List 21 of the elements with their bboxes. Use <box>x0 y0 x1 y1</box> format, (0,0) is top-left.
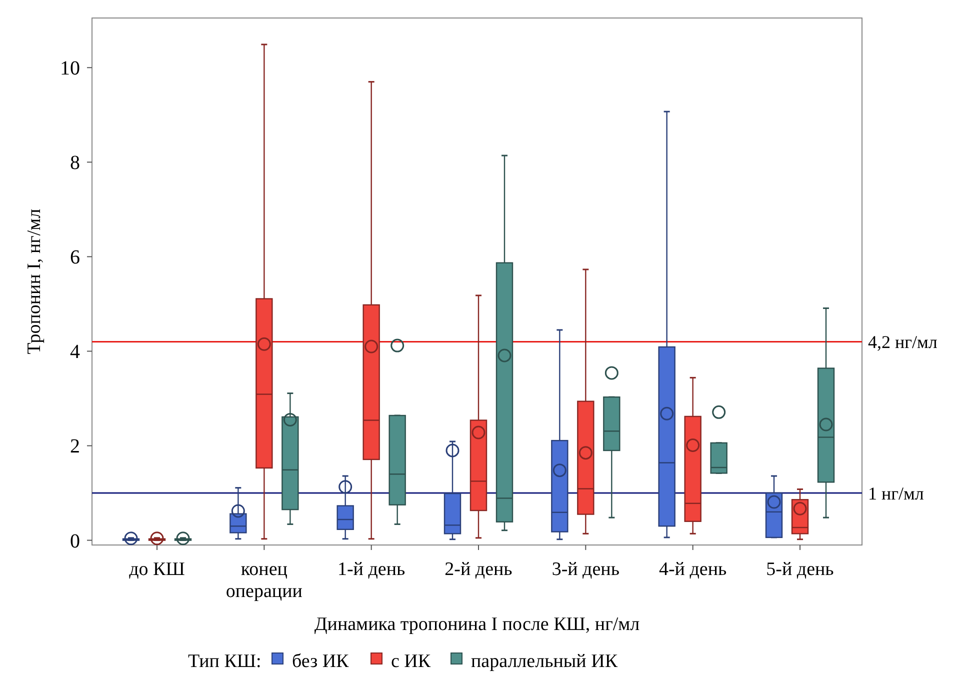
y-tick-label: 6 <box>70 246 80 269</box>
x-tick-label: 5-й день <box>766 559 834 580</box>
y-tick-label: 8 <box>70 152 80 174</box>
ref-line-label: 4,2 нг/мл <box>868 332 938 352</box>
legend-title: Тип КШ: <box>188 651 262 672</box>
y-tick-label: 10 <box>60 58 80 80</box>
x-tick-label: 3-й день <box>552 559 620 580</box>
x-tick-label: 4-й день <box>658 559 728 580</box>
x-axis-title: Динамика тропонина I после КШ, нг/мл <box>314 614 640 635</box>
legend-label: с ИК <box>391 651 431 672</box>
x-tick-label: 1-й день <box>337 559 406 580</box>
y-tick-label: 2 <box>70 436 80 458</box>
x-tick-label: 2-й день <box>444 559 513 580</box>
x-tick-label: до КШ <box>129 559 185 580</box>
legend-label: параллельный ИК <box>471 651 618 672</box>
legend-label: без ИК <box>292 651 350 672</box>
y-tick-label: 0 <box>70 530 80 552</box>
x-tick-label: конец операции <box>226 559 302 602</box>
y-axis-title: Тропонин I, нг/мл <box>24 208 45 354</box>
y-tick-label: 4 <box>70 341 80 364</box>
ref-line-label: 1 нг/мл <box>868 483 924 504</box>
